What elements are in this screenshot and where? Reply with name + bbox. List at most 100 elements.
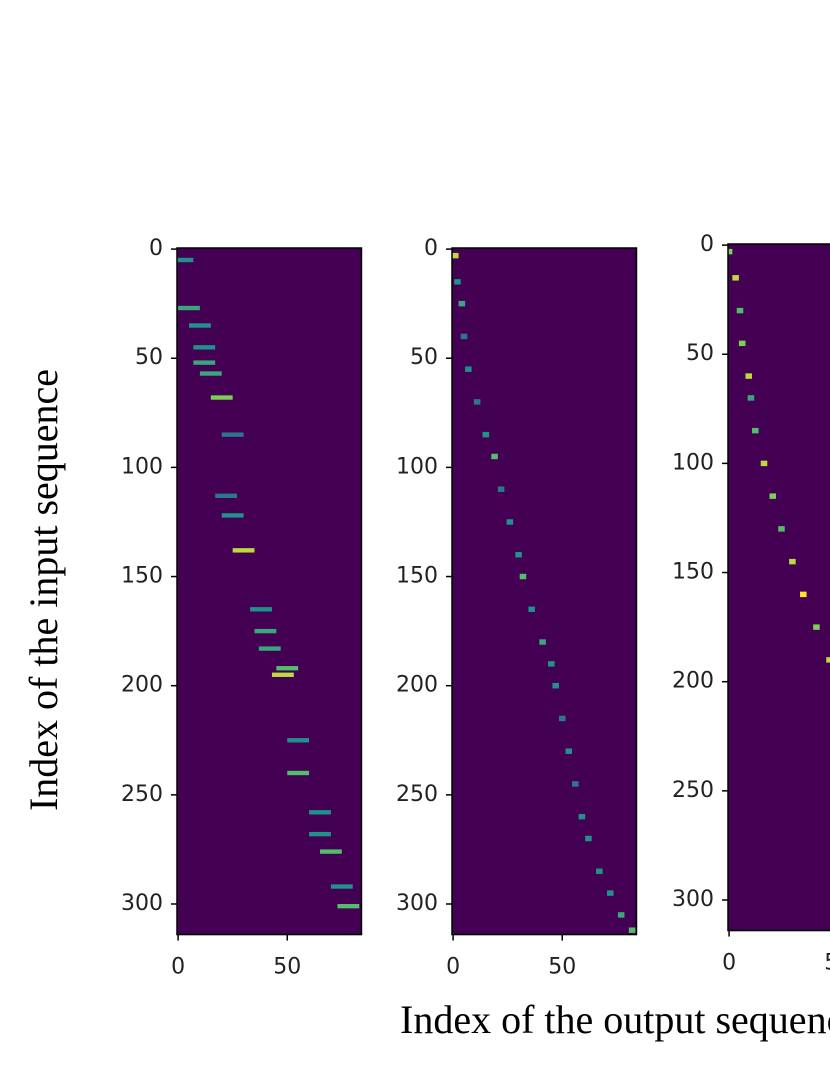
- y-tick-label: 0: [424, 236, 438, 261]
- plot-background: [452, 248, 637, 935]
- y-tick-label: 300: [672, 887, 714, 912]
- frame: [176, 247, 363, 936]
- cell: [506, 519, 514, 525]
- cell: [572, 781, 579, 787]
- cell: [565, 748, 573, 754]
- y-tick-label: 100: [121, 454, 163, 479]
- x-tick-label: 0: [446, 955, 460, 980]
- cell: [552, 682, 559, 689]
- y-tick-label: 150: [121, 564, 163, 589]
- cell: [800, 591, 807, 598]
- cell: [193, 360, 216, 365]
- cell: [258, 646, 281, 651]
- frame: [451, 247, 638, 936]
- cell: [745, 373, 753, 379]
- x-tick-label: 50: [824, 951, 830, 976]
- y-tick-label: 50: [410, 345, 438, 370]
- cell: [460, 333, 468, 340]
- y-tick-label: 100: [672, 450, 714, 475]
- cell: [813, 624, 820, 630]
- cell: [548, 661, 555, 667]
- cell: [337, 903, 360, 909]
- cell: [736, 307, 744, 314]
- y-tick-label: 100: [396, 454, 438, 479]
- cells: [177, 257, 360, 909]
- cell: [826, 657, 830, 663]
- cell: [558, 715, 566, 722]
- cell: [330, 884, 353, 889]
- cell: [177, 257, 194, 263]
- y-tick-label: 250: [121, 782, 163, 807]
- cell: [276, 666, 299, 671]
- cells: [452, 252, 636, 933]
- cell: [309, 831, 331, 837]
- cell: [452, 252, 459, 259]
- y-tick-label: 200: [672, 669, 714, 694]
- cell: [199, 371, 222, 376]
- cell: [628, 927, 636, 933]
- cell: [189, 323, 211, 328]
- y-tick-label: 150: [672, 560, 714, 585]
- y-tick-label: 150: [396, 564, 438, 589]
- y-axis-title: Index of the input sequence: [21, 369, 66, 811]
- y-tick-label: 50: [135, 345, 163, 370]
- cell: [497, 486, 505, 492]
- cell: [473, 399, 481, 405]
- cell: [528, 606, 535, 613]
- cell: [596, 868, 603, 874]
- cell: [458, 300, 466, 307]
- frame: [727, 243, 830, 932]
- cell: [221, 432, 244, 437]
- cell: [515, 551, 522, 558]
- x-tick-label: 50: [273, 955, 301, 980]
- cell: [215, 493, 238, 498]
- cell: [178, 305, 200, 311]
- cell: [221, 513, 244, 518]
- plot-background: [177, 248, 362, 935]
- cell: [309, 810, 331, 815]
- cell: [728, 248, 733, 255]
- cell: [193, 345, 216, 350]
- cell: [271, 672, 294, 677]
- cell: [465, 366, 472, 372]
- plot-background: [728, 244, 830, 931]
- cell: [738, 340, 746, 347]
- cell: [747, 395, 755, 401]
- x-tick-label: 50: [548, 955, 576, 980]
- cell: [287, 770, 310, 776]
- cell: [254, 628, 277, 634]
- y-tick-label: 200: [396, 673, 438, 698]
- cell: [250, 607, 272, 612]
- cell: [491, 453, 498, 460]
- cell: [454, 279, 461, 285]
- cell: [760, 460, 768, 467]
- x-tick-label: 0: [722, 951, 736, 976]
- cell: [210, 395, 233, 400]
- y-tick-label: 50: [686, 341, 714, 366]
- cell: [752, 427, 759, 434]
- y-tick-label: 300: [396, 891, 438, 916]
- cell: [287, 738, 310, 743]
- cell: [789, 558, 796, 565]
- y-tick-label: 300: [121, 891, 163, 916]
- y-tick-label: 0: [149, 236, 163, 261]
- cell: [606, 890, 614, 896]
- cell: [319, 849, 342, 854]
- y-tick-label: 0: [700, 232, 714, 257]
- cell: [778, 526, 785, 532]
- y-tick-label: 250: [396, 782, 438, 807]
- cell: [769, 493, 777, 499]
- y-tick-label: 250: [672, 778, 714, 803]
- cells: [728, 248, 830, 663]
- cell: [585, 835, 592, 842]
- cell: [617, 912, 625, 918]
- cell: [232, 548, 255, 553]
- cell: [519, 573, 527, 580]
- y-tick-label: 200: [121, 673, 163, 698]
- cell: [482, 431, 490, 438]
- x-axis-title: Index of the output sequence: [400, 997, 830, 1042]
- cell: [539, 639, 546, 645]
- cell: [732, 275, 739, 281]
- cell: [578, 813, 586, 820]
